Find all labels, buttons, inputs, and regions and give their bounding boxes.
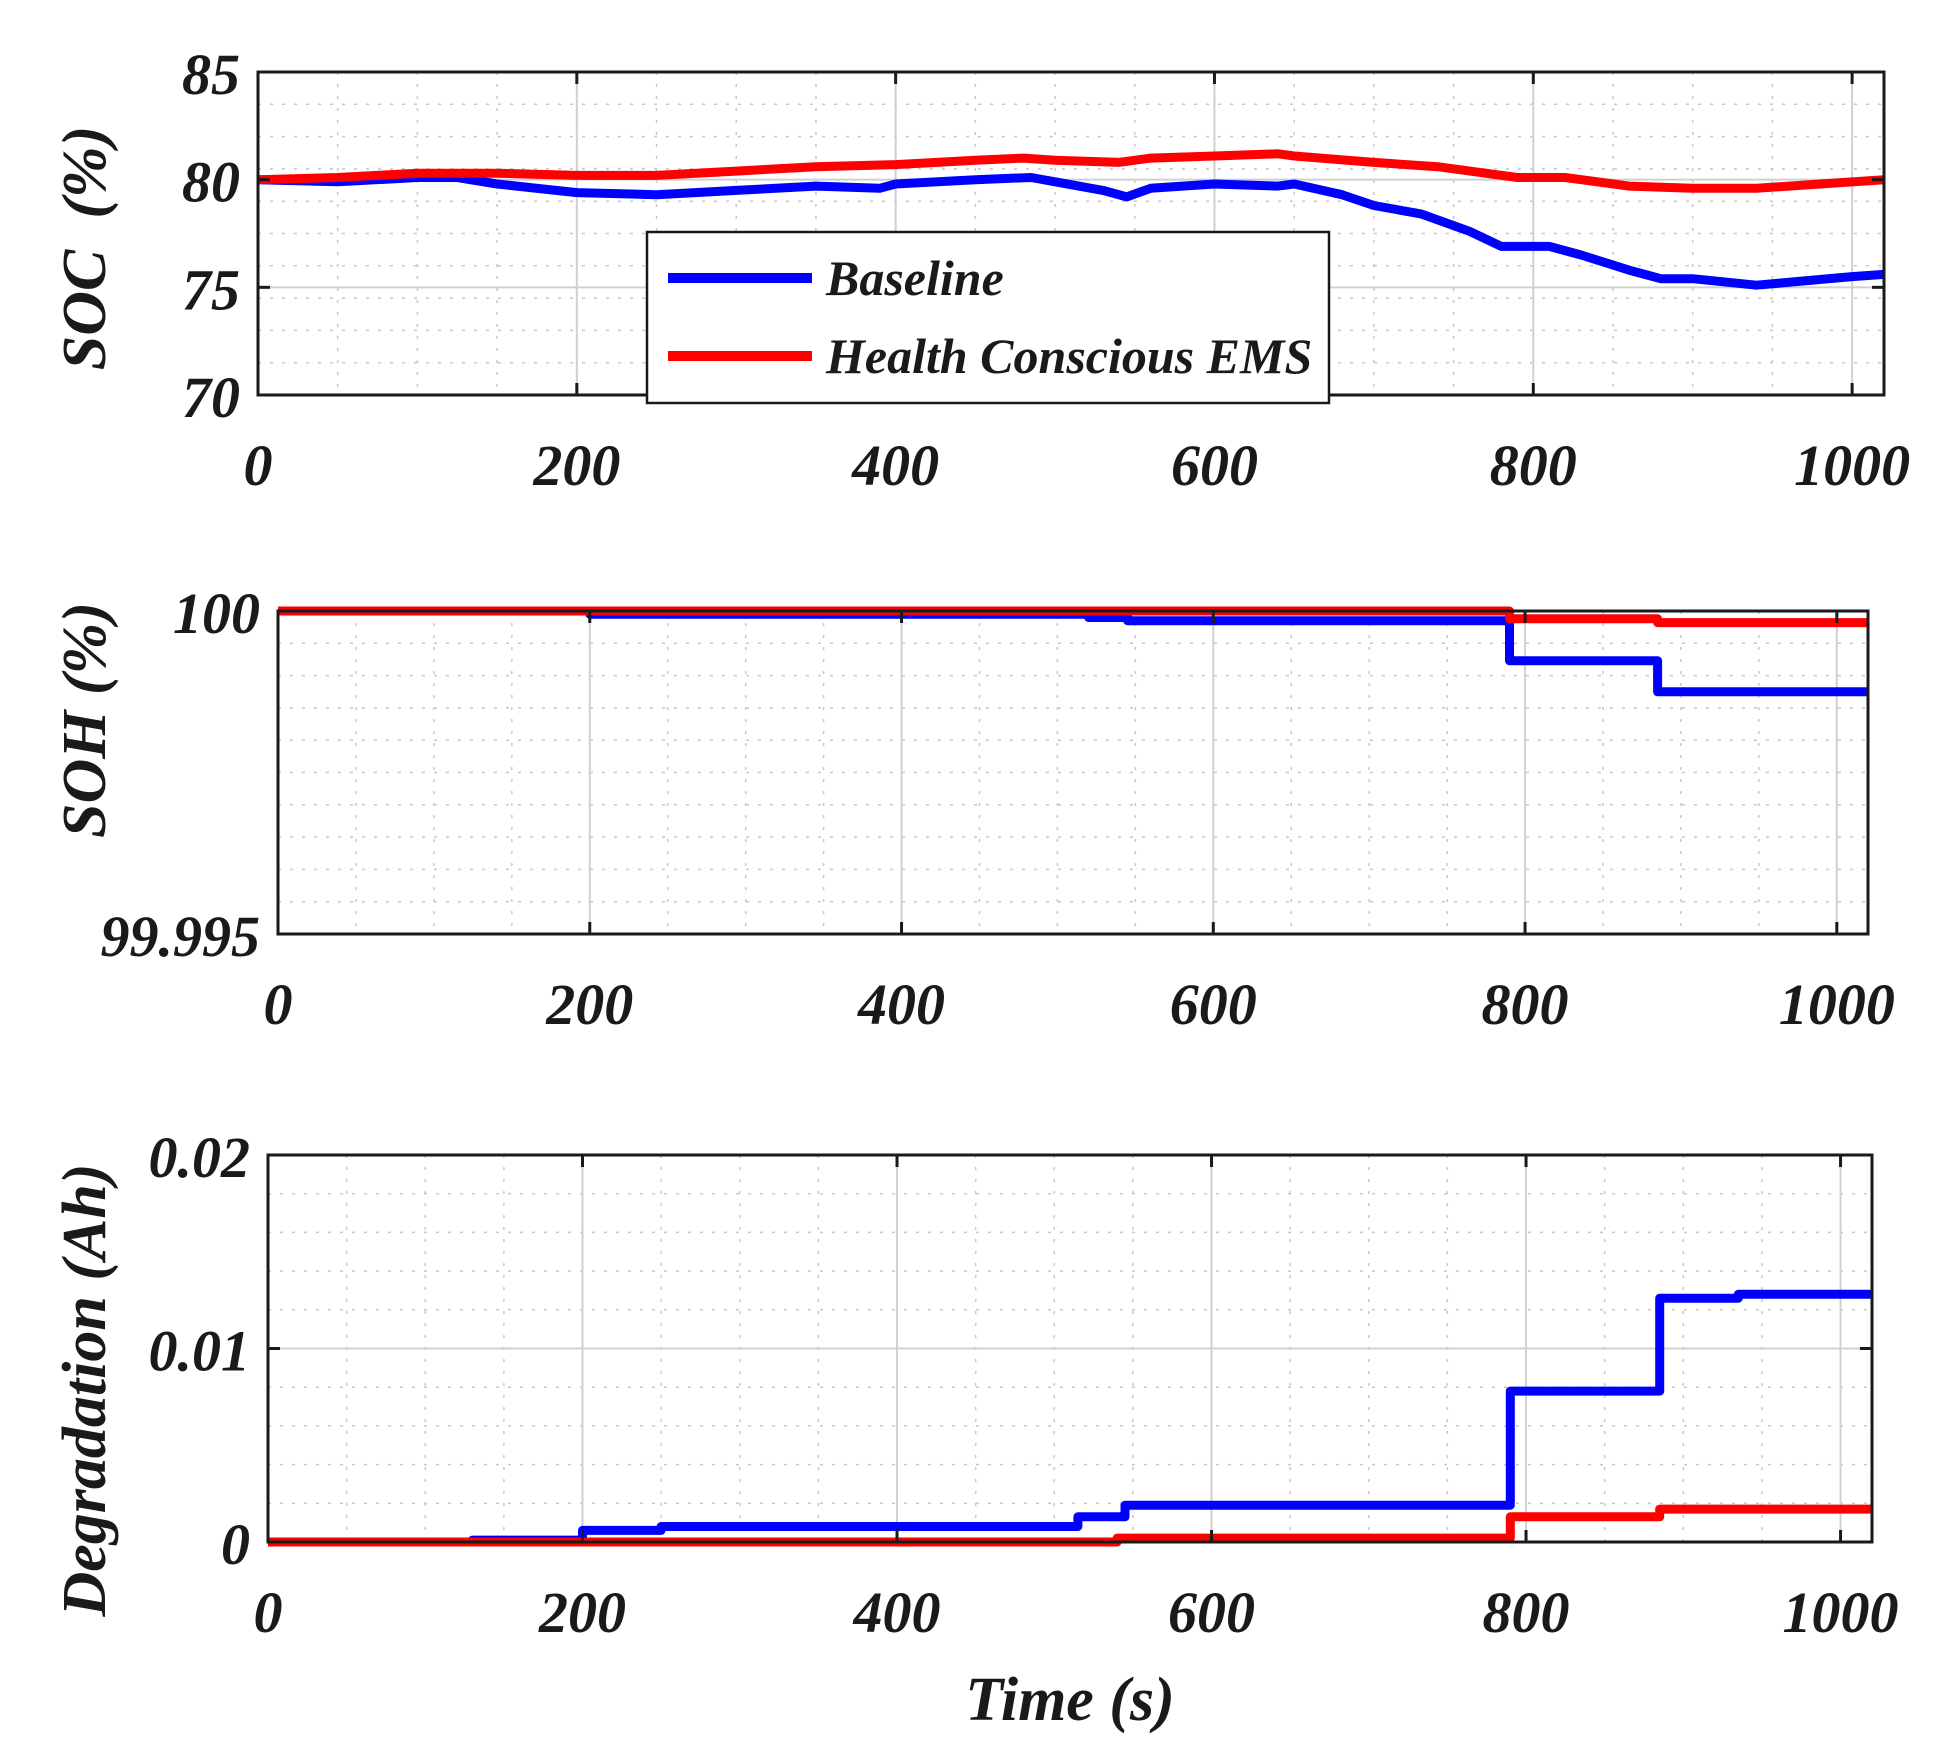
x-axis-label: Time (s) [965, 1666, 1174, 1734]
x-tick-label: 0 [264, 972, 293, 1037]
x-tick-label: 600 [1170, 972, 1257, 1037]
x-tick-label: 400 [851, 433, 939, 498]
x-tick-label: 800 [1490, 433, 1577, 498]
soc-panel: 0 200 400 600 800 1000 85 80 75 70 SOC (%) Baseline… [51, 42, 1910, 498]
x-tick-label: 400 [853, 1580, 941, 1645]
x-tick-label: 600 [1168, 1580, 1255, 1645]
soh-panel: 0 200 400 600 800 1000 100 99.995 SOH (%) [51, 581, 1895, 1037]
legend-entry-label: Baseline [825, 250, 1004, 306]
x-tick-label: 1000 [1779, 972, 1895, 1037]
x-tick-label: 200 [532, 433, 620, 498]
series-line-health-conscious-ems [257, 149, 1885, 193]
y-tick-label: 0.02 [149, 1125, 251, 1190]
x-tick-label: 200 [545, 972, 633, 1037]
y-axis-label: SOH (%) [51, 602, 119, 838]
legend-box [645, 230, 1331, 405]
degradation-panel: 0 200 400 600 800 1000 0.02 0.01 0 Degradation (A… [51, 1125, 1899, 1734]
x-tick-label: 1000 [1783, 1580, 1899, 1645]
y-tick-label: 99.995 [101, 904, 261, 969]
y-tick-label: 0.01 [149, 1319, 251, 1384]
y-tick-label: 100 [173, 581, 260, 646]
legend: Baseline Health Conscious EMS [645, 230, 1331, 405]
x-tick-label: 200 [538, 1580, 626, 1645]
x-tick-label: 400 [857, 972, 945, 1037]
y-tick-label: 80 [182, 150, 240, 215]
x-tick-label: 800 [1483, 1580, 1570, 1645]
series-line-baseline [268, 1289, 1872, 1547]
x-tick-label: 600 [1171, 433, 1258, 498]
plot-frame [276, 609, 1870, 936]
series-line-baseline [257, 173, 1885, 290]
y-axis-label: Degradation (Ah) [51, 1164, 119, 1618]
y-axis-label: SOC (%) [51, 126, 119, 371]
y-tick-label: 75 [182, 257, 240, 322]
x-tick-label: 1000 [1794, 433, 1910, 498]
x-tick-label: 0 [244, 433, 273, 498]
y-tick-label: 85 [182, 42, 240, 107]
legend-entry-label: Health Conscious EMS [825, 328, 1312, 384]
x-tick-label: 0 [254, 1580, 283, 1645]
y-tick-label: 70 [182, 365, 240, 430]
x-tick-label: 800 [1482, 972, 1569, 1037]
y-tick-label: 0 [221, 1512, 250, 1577]
